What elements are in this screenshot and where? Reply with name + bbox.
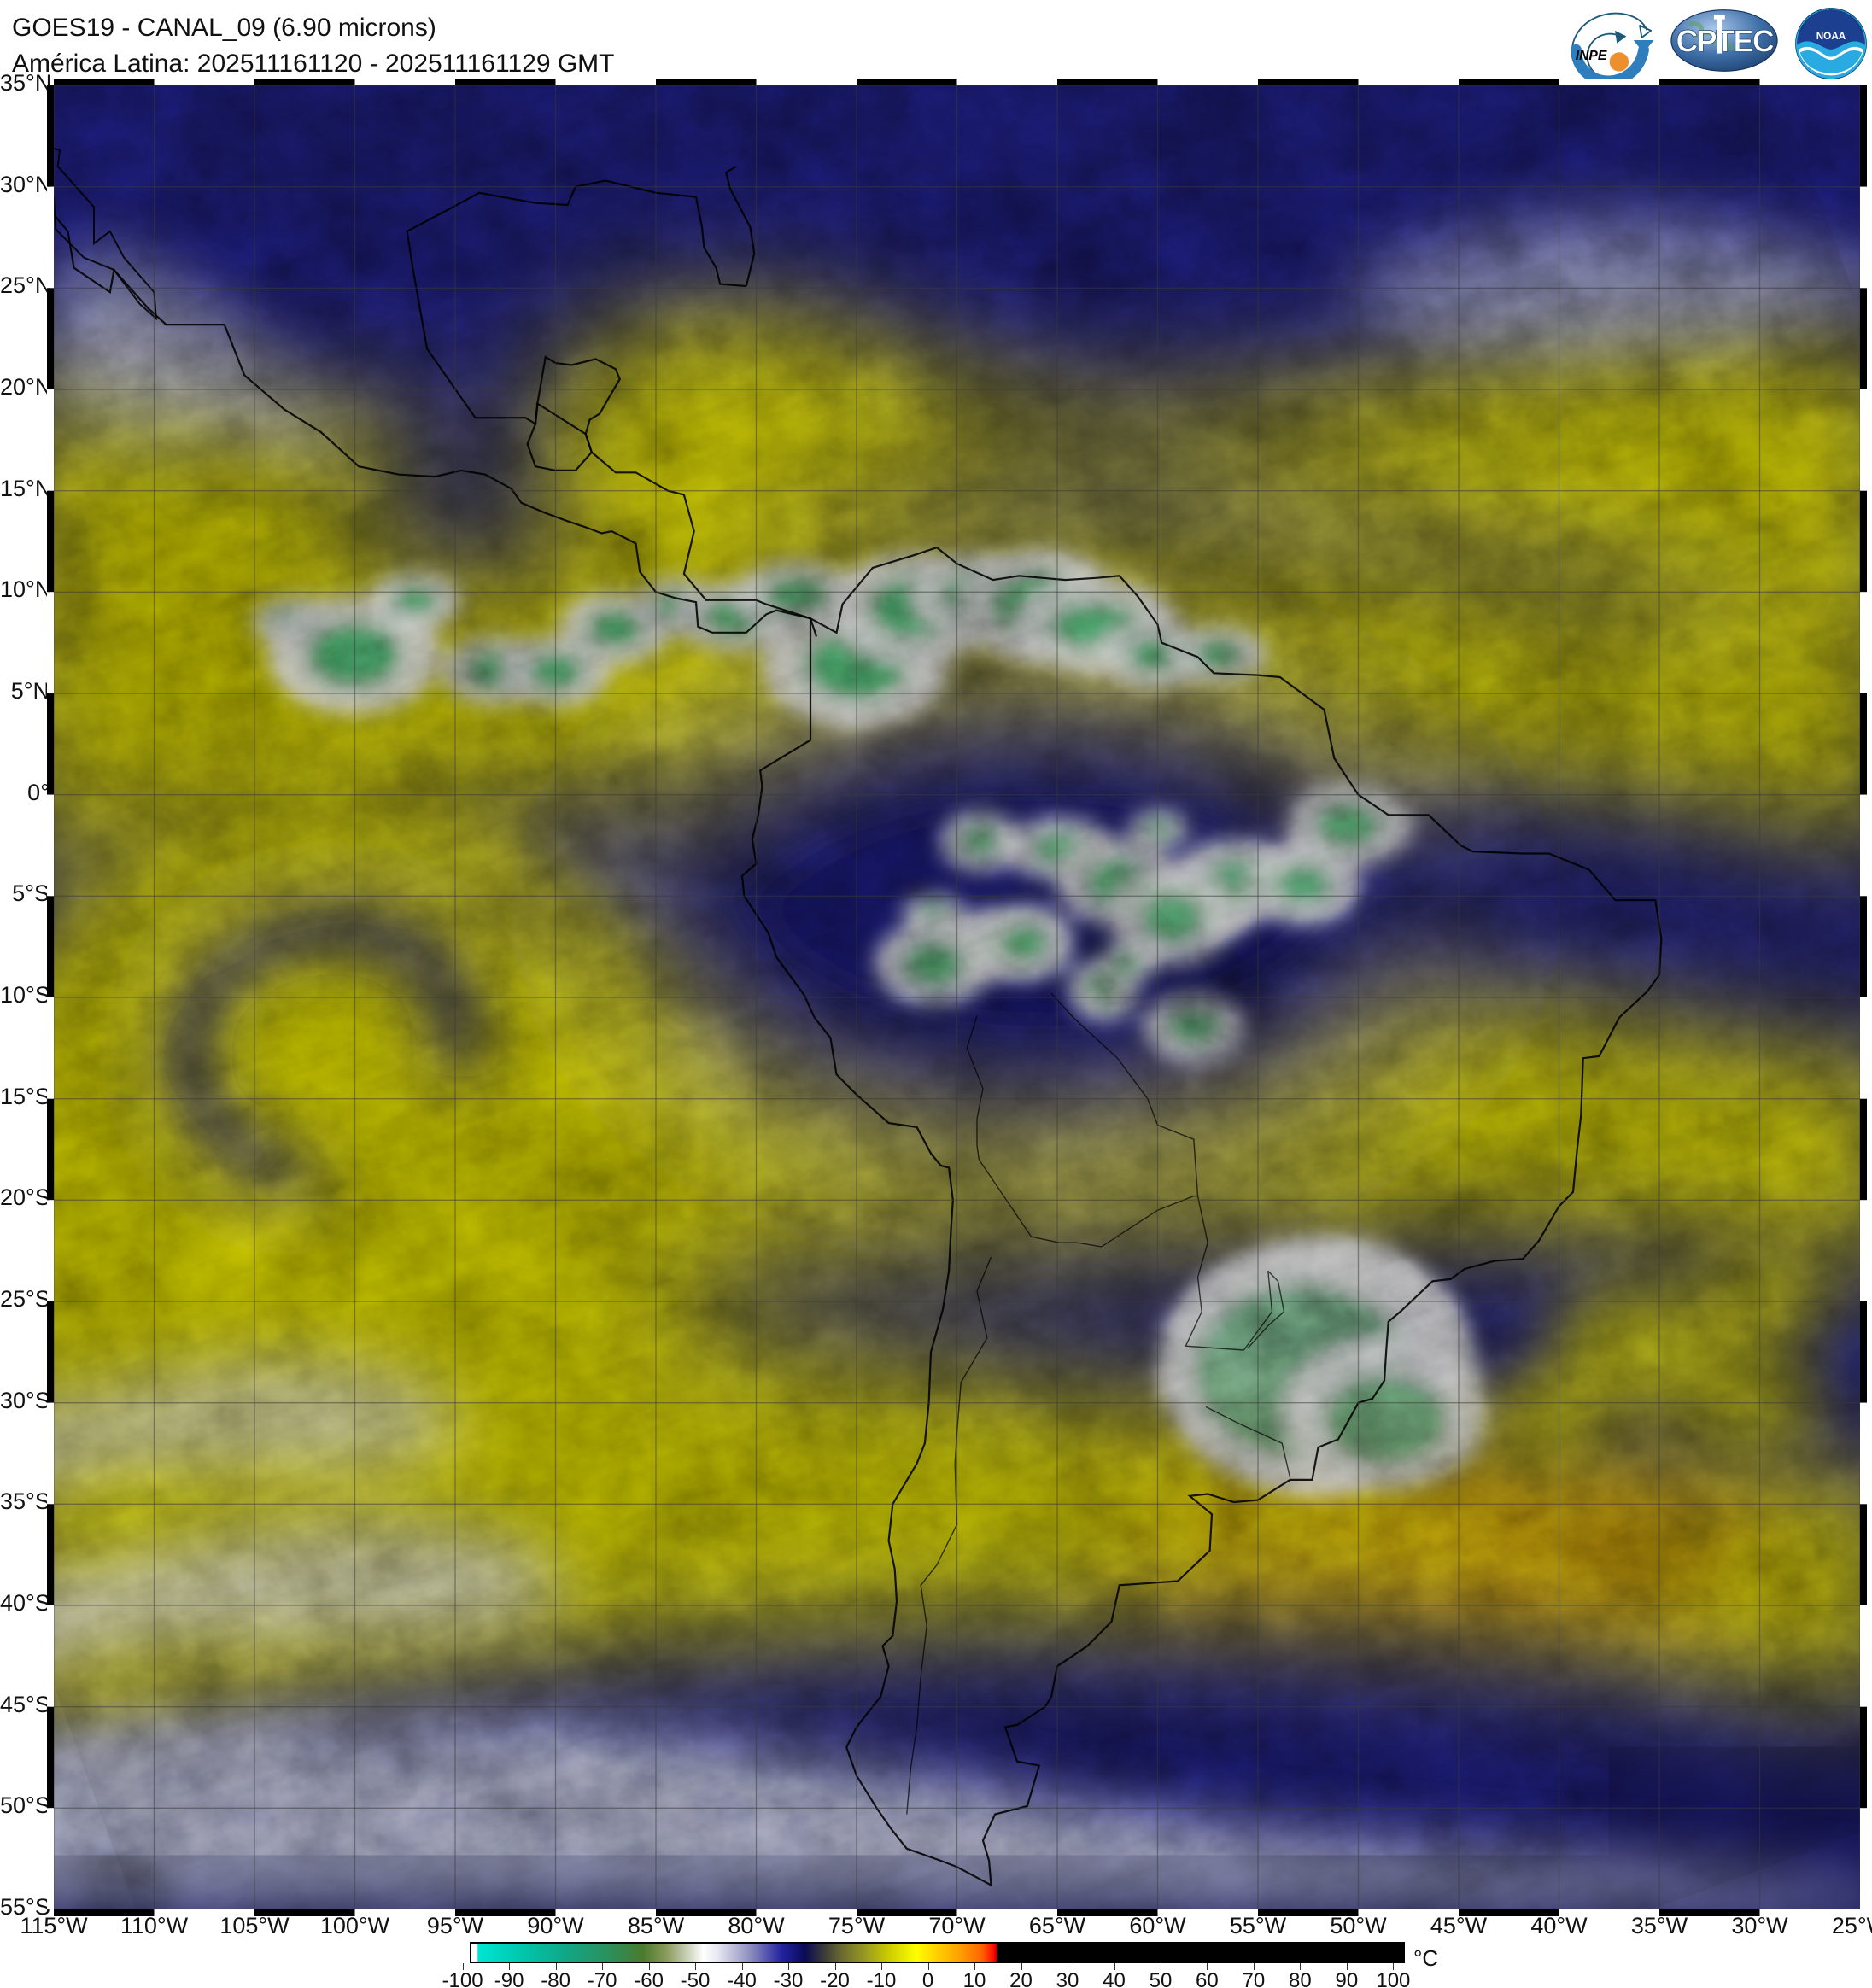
svg-text:NOAA: NOAA [1816, 31, 1846, 42]
svg-text:INPE: INPE [1576, 49, 1607, 63]
svg-text:CPTEC: CPTEC [1676, 25, 1774, 59]
